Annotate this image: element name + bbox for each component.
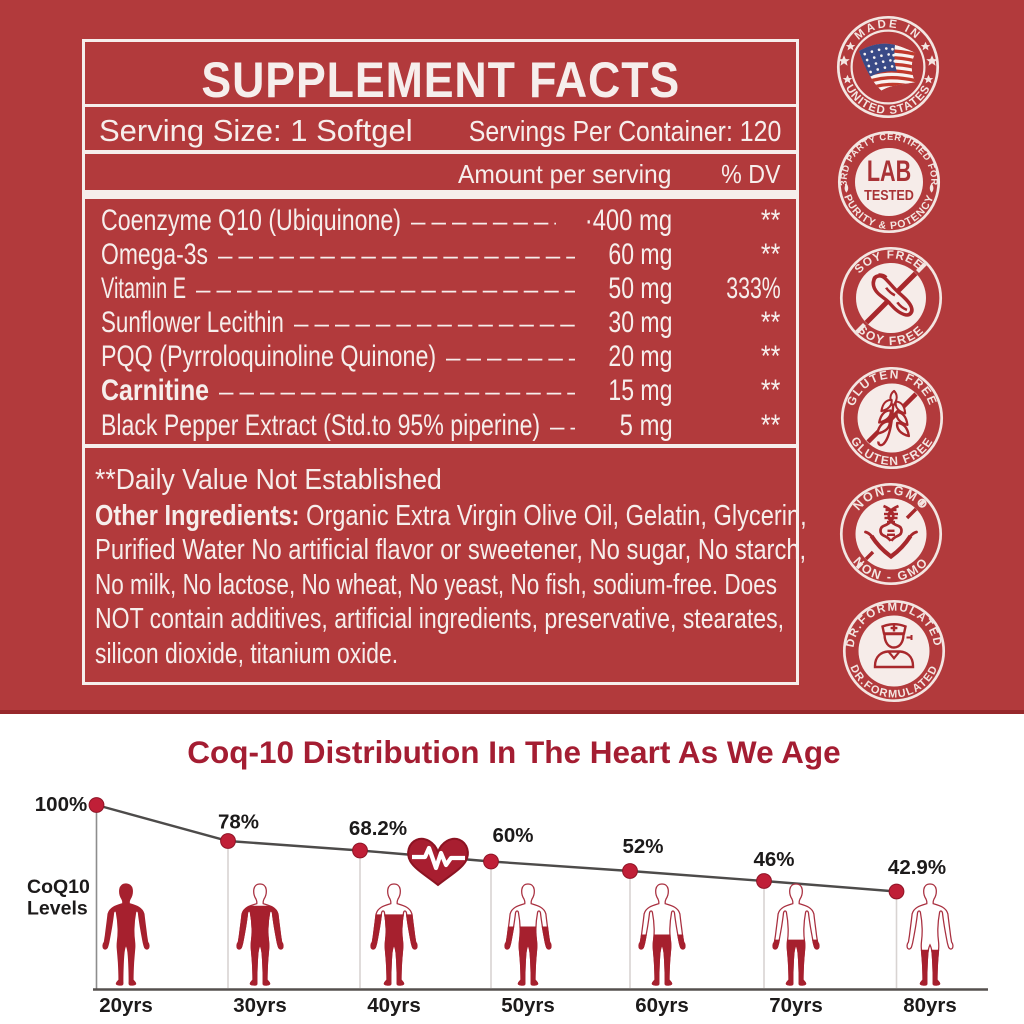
svg-text:50yrs: 50yrs: [501, 994, 555, 1017]
svg-text:CoQ10: CoQ10: [27, 876, 90, 898]
svg-text:52%: 52%: [622, 835, 663, 858]
svg-text:78%: 78%: [218, 811, 259, 834]
svg-text:100%: 100%: [35, 793, 87, 816]
svg-text:LAB: LAB: [866, 153, 910, 187]
svg-text:Coq-10 Distribution In The Hea: Coq-10 Distribution In The Heart As We A…: [187, 734, 840, 770]
svg-text:80yrs: 80yrs: [903, 994, 957, 1017]
svg-text:42.9%: 42.9%: [888, 856, 946, 879]
svg-text:20yrs: 20yrs: [99, 994, 153, 1017]
svg-text:Levels: Levels: [27, 898, 88, 920]
svg-text:UNITED STATES: UNITED STATES: [842, 83, 932, 117]
svg-text:TESTED: TESTED: [864, 186, 914, 203]
svg-text:46%: 46%: [753, 848, 794, 871]
svg-text:30yrs: 30yrs: [233, 994, 287, 1017]
svg-text:60yrs: 60yrs: [635, 994, 689, 1017]
svg-text:68.2%: 68.2%: [349, 817, 407, 840]
svg-text:70yrs: 70yrs: [769, 994, 823, 1017]
svg-text:60%: 60%: [492, 824, 533, 847]
svg-text:40yrs: 40yrs: [367, 994, 421, 1017]
